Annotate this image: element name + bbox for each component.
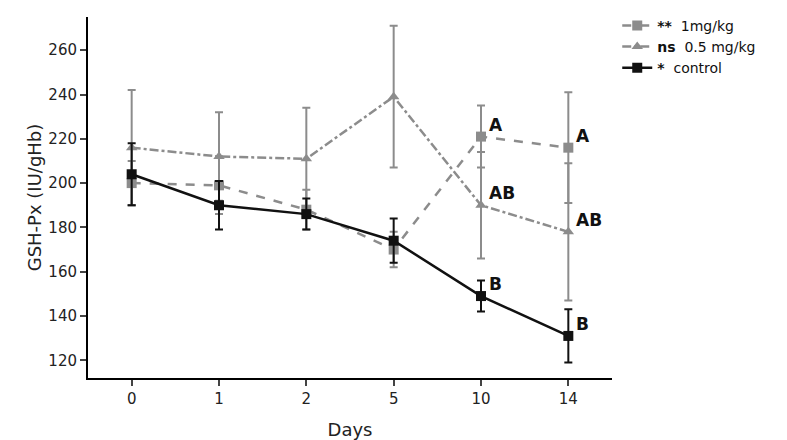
svg-text:2: 2	[302, 390, 312, 408]
svg-text:160: 160	[48, 263, 77, 281]
svg-text:B: B	[489, 274, 502, 294]
svg-text:10: 10	[471, 390, 490, 408]
svg-text:0: 0	[127, 390, 137, 408]
svg-text:AB: AB	[576, 210, 602, 230]
svg-text:5: 5	[389, 390, 399, 408]
svg-text:ns 0.5 mg/kg: ns 0.5 mg/kg	[657, 39, 755, 55]
svg-text:240: 240	[48, 86, 77, 104]
svg-text:** 1mg/kg: ** 1mg/kg	[657, 18, 734, 34]
svg-text:140: 140	[48, 307, 77, 325]
svg-text:1: 1	[214, 390, 224, 408]
svg-text:220: 220	[48, 130, 77, 148]
svg-text:A: A	[489, 115, 503, 135]
svg-text:* control: * control	[657, 60, 722, 76]
svg-text:200: 200	[48, 174, 77, 192]
svg-text:B: B	[576, 314, 589, 334]
svg-text:A: A	[576, 126, 590, 146]
svg-text:AB: AB	[489, 183, 515, 203]
svg-text:180: 180	[48, 219, 77, 237]
svg-text:120: 120	[48, 352, 77, 370]
svg-text:14: 14	[559, 390, 578, 408]
svg-text:260: 260	[48, 41, 77, 59]
svg-text:Days: Days	[328, 419, 373, 440]
svg-text:GSH-Px (IU/gHb): GSH-Px (IU/gHb)	[24, 124, 45, 272]
